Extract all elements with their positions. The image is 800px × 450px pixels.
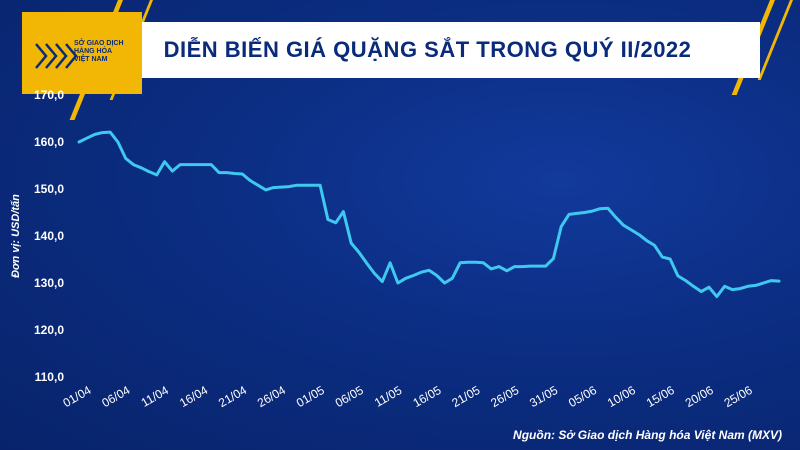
x-tick-label: 25/06 [722,383,755,410]
logo-line-3: VIỆT NAM [74,56,108,63]
y-tick-label: 140,0 [34,229,64,243]
x-tick-label: 05/06 [566,383,599,410]
chart-title: DIỄN BIẾN GIÁ QUẶNG SẮT TRONG QUÝ II/202… [163,37,692,62]
x-tick-label: 11/05 [372,383,405,410]
x-tick-label: 20/06 [683,383,716,410]
x-tick-label: 01/04 [60,383,93,410]
x-tick-label: 01/05 [294,383,327,410]
x-tick-label: 26/04 [255,383,288,410]
title-banner: DIỄN BIẾN GIÁ QUẶNG SẮT TRONG QUÝ II/202… [95,22,760,78]
x-tick-label: 10/06 [605,383,638,410]
x-tick-label: 16/04 [177,383,210,410]
y-tick-label: 170,0 [34,88,64,102]
y-tick-label: 120,0 [34,323,64,337]
y-tick-label: 150,0 [34,182,64,196]
logo: SỞ GIAO DỊCH HÀNG HÓA VIỆT NAM [22,12,142,94]
y-tick-label: 160,0 [34,135,64,149]
x-tick-label: 11/04 [139,383,172,410]
source-note: Nguồn: Sở Giao dịch Hàng hóa Việt Nam (M… [513,428,782,442]
x-tick-label: 15/06 [644,383,677,410]
x-tick-label: 26/05 [488,383,521,410]
logo-mark-icon [35,43,78,69]
x-tick-label: 16/05 [410,383,443,410]
x-tick-label: 31/05 [527,383,560,410]
logo-text: SỞ GIAO DỊCH HÀNG HÓA VIỆT NAM [74,40,136,64]
x-tick-label: 21/04 [216,383,249,410]
x-tick-label: 06/04 [99,383,132,410]
logo-line-1: SỞ GIAO DỊCH [74,40,124,47]
x-tick-label: 06/05 [333,383,366,410]
y-tick-label: 110,0 [35,370,65,384]
price-series-line [77,130,781,299]
y-tick-label: 130,0 [34,276,64,290]
logo-line-2: HÀNG HÓA [74,48,113,55]
x-tick-label: 21/05 [449,383,482,410]
